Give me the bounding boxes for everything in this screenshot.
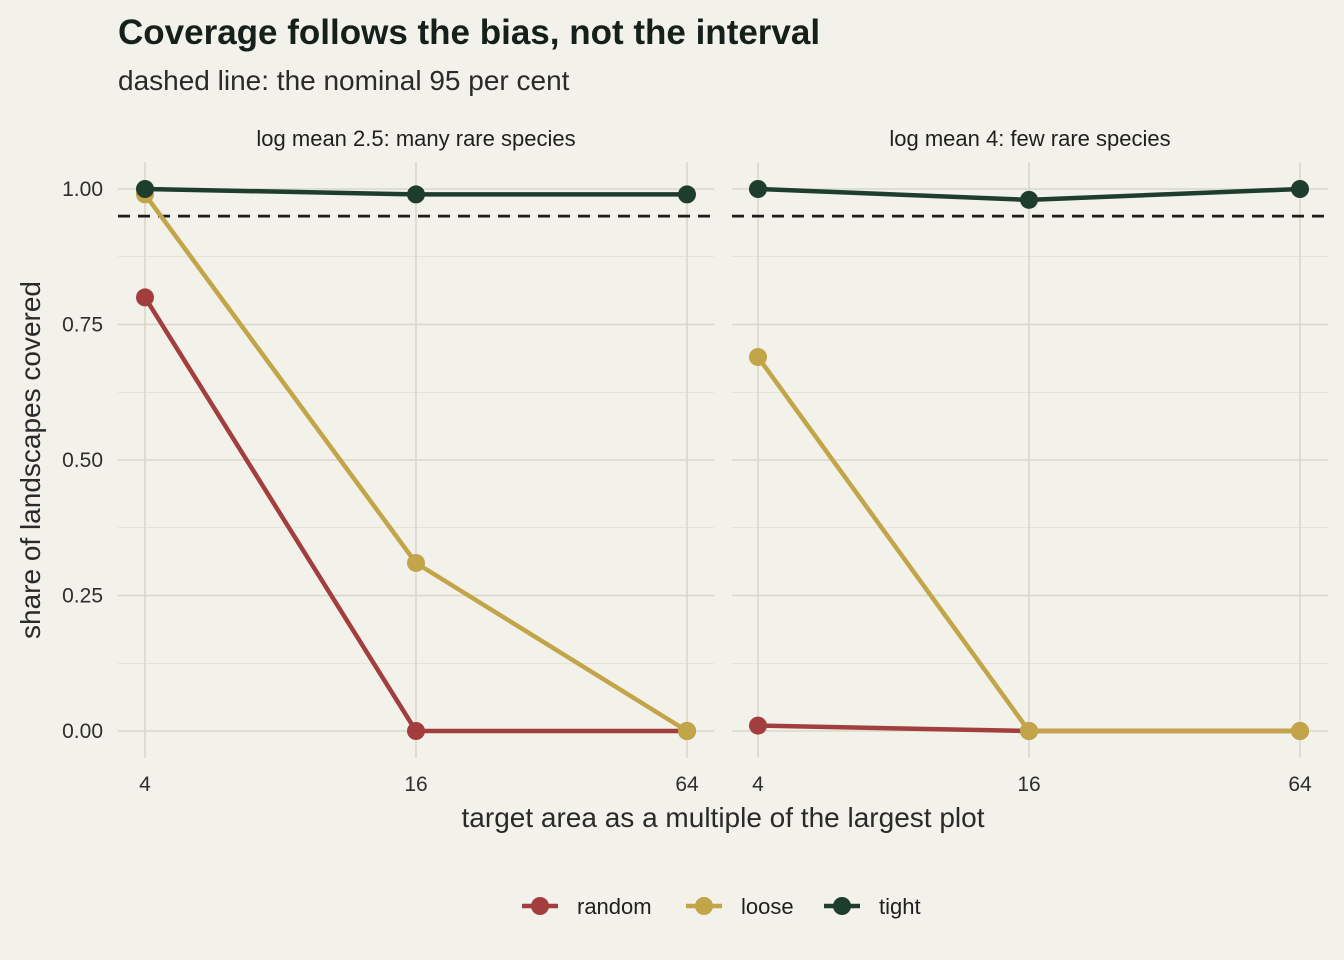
data-point-loose <box>407 553 425 572</box>
data-point-loose <box>1291 722 1309 740</box>
data-point-loose <box>1020 722 1038 740</box>
panel-2: log mean 4: few rare species 4 16 64 <box>732 126 1328 796</box>
x-axis-title: target area as a multiple of the largest… <box>462 802 985 833</box>
y-tick-label: 0.75 <box>62 314 103 337</box>
y-tick-label: 0.25 <box>62 585 103 608</box>
x-tick-label: 4 <box>139 773 151 796</box>
panel-grid <box>732 162 1328 758</box>
chart-title: Coverage follows the bias, not the inter… <box>118 13 820 52</box>
data-point-loose <box>678 722 696 740</box>
x-tick-label: 64 <box>1288 773 1312 796</box>
data-point-random <box>407 722 425 740</box>
data-point-tight <box>1020 190 1038 209</box>
y-tick-label: 1.00 <box>62 178 103 201</box>
legend-label: loose <box>741 894 794 919</box>
x-tick-label: 64 <box>675 773 699 796</box>
chart-subtitle: dashed line: the nominal 95 per cent <box>118 65 570 96</box>
x-tick-label: 16 <box>404 773 427 796</box>
y-tick-label: 0.50 <box>62 449 103 472</box>
panel-1: log mean 2.5: many rare species 4 16 64 <box>118 126 714 796</box>
legend-item-random: random <box>522 894 652 919</box>
y-axis-title: share of landscapes covered <box>15 281 46 639</box>
data-point-tight <box>1291 180 1309 198</box>
panel-strip-label: log mean 2.5: many rare species <box>256 126 575 151</box>
panel-strip-label: log mean 4: few rare species <box>889 126 1170 151</box>
legend-label: random <box>577 894 652 919</box>
y-tick-label: 0.00 <box>62 720 103 743</box>
legend-label: tight <box>879 894 921 919</box>
legend-key-point <box>531 897 549 915</box>
legend-key-point <box>833 897 851 915</box>
data-point-random <box>749 716 767 735</box>
data-point-tight <box>678 185 696 204</box>
series-loose <box>136 185 696 740</box>
series-tight <box>136 180 696 204</box>
data-point-tight <box>749 180 767 198</box>
x-tick-label: 16 <box>1017 773 1040 796</box>
x-tick-label: 4 <box>752 773 764 796</box>
data-point-tight <box>136 180 154 198</box>
legend-item-tight: tight <box>824 894 921 919</box>
legend-key-point <box>695 897 713 915</box>
data-point-loose <box>749 348 767 367</box>
data-point-tight <box>407 185 425 204</box>
panel-grid <box>118 162 714 758</box>
series-tight <box>749 180 1309 209</box>
legend: random loose tight <box>522 894 921 919</box>
data-point-random <box>136 288 154 307</box>
series-loose <box>749 348 1309 740</box>
legend-item-loose: loose <box>686 894 794 919</box>
